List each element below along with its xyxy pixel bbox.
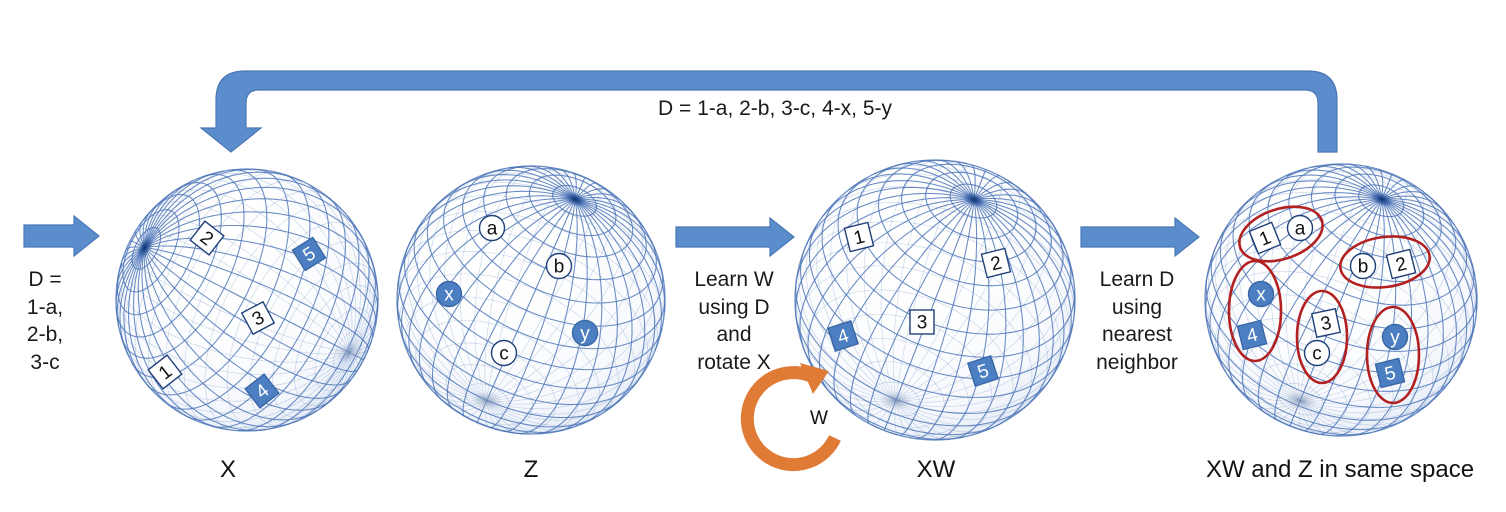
square-marker-5: 5 bbox=[1374, 357, 1406, 389]
rotation-arrow-w: W bbox=[740, 363, 841, 472]
caption-x: X bbox=[219, 456, 236, 483]
square-marker-2: 2 bbox=[1385, 248, 1417, 280]
circle-marker-y: y bbox=[571, 319, 599, 347]
input-label-line: 3-c bbox=[30, 351, 60, 375]
circle-marker-b: b bbox=[1349, 252, 1377, 280]
marker-label: x bbox=[444, 285, 454, 306]
square-marker-2: 2 bbox=[980, 247, 1012, 279]
square-marker-4: 4 bbox=[244, 373, 280, 409]
circle-marker-x: x bbox=[435, 280, 463, 308]
square-marker-5: 5 bbox=[291, 236, 327, 272]
wireframe-sphere bbox=[794, 159, 1076, 441]
input-label: D = 1-a, 2-b, 3-c bbox=[22, 266, 68, 377]
marker-label: 1 bbox=[852, 227, 867, 250]
square-marker-1: 1 bbox=[1248, 221, 1282, 255]
caption-xw: XW bbox=[916, 456, 956, 483]
square-marker-1: 1 bbox=[843, 221, 875, 253]
cluster-ring-1a bbox=[1238, 205, 1324, 263]
step1-label-line: Learn W bbox=[694, 268, 774, 291]
marker-label: 5 bbox=[1383, 363, 1398, 386]
marker-label: c bbox=[499, 344, 509, 365]
step1-arrow bbox=[675, 216, 795, 258]
circle-marker-x: x bbox=[1247, 280, 1275, 308]
step2-label-line: neighbor bbox=[1096, 351, 1178, 375]
step1-label: Learn W using D and rotate X bbox=[682, 266, 786, 377]
marker-label: 3 bbox=[1319, 313, 1334, 336]
square-marker-2: 2 bbox=[189, 220, 225, 256]
circle-marker-y: y bbox=[1381, 323, 1409, 351]
input-label-line: 1-a, bbox=[26, 295, 64, 319]
wireframe-sphere bbox=[115, 168, 379, 432]
input-label-line: D = bbox=[28, 268, 62, 291]
circle-marker-a: a bbox=[1286, 214, 1314, 242]
circle-marker-c: c bbox=[490, 339, 518, 367]
marker-label: 3 bbox=[917, 313, 928, 334]
step1-label-line: rotate X bbox=[697, 351, 771, 375]
step2-label-line: Learn D bbox=[1099, 268, 1175, 291]
marker-label: y bbox=[1390, 328, 1400, 349]
step1-label-line: using D bbox=[698, 295, 770, 319]
marker-label: a bbox=[1295, 219, 1306, 240]
square-marker-3: 3 bbox=[240, 300, 276, 336]
cluster-ring-y5 bbox=[1365, 305, 1421, 405]
marker-label: 2 bbox=[989, 253, 1004, 276]
square-marker-4: 4 bbox=[1236, 319, 1268, 351]
circle-marker-a: a bbox=[478, 214, 506, 242]
caption-z: Z bbox=[523, 456, 539, 483]
step1-label-line: and bbox=[716, 323, 752, 347]
feedback-loop-arrow bbox=[199, 70, 1338, 153]
marker-label: a bbox=[487, 219, 498, 240]
square-marker-3: 3 bbox=[1310, 307, 1342, 339]
square-marker-4: 4 bbox=[826, 319, 860, 353]
rotation-label: W bbox=[810, 408, 828, 429]
square-marker-3: 3 bbox=[909, 309, 935, 335]
step2-label: Learn D using nearest neighbor bbox=[1085, 266, 1189, 377]
square-marker-1: 1 bbox=[147, 354, 183, 390]
wireframe-sphere bbox=[1204, 163, 1478, 437]
feedback-loop-label: D = 1-a, 2-b, 3-c, 4-x, 5-y bbox=[658, 97, 892, 120]
marker-label: x bbox=[1256, 285, 1266, 306]
cluster-rings bbox=[1227, 205, 1431, 405]
cluster-ring-x4 bbox=[1227, 259, 1283, 363]
input-label-line: 2-b, bbox=[26, 323, 64, 347]
input-arrow bbox=[23, 214, 100, 258]
circle-marker-b: b bbox=[545, 252, 573, 280]
marker-label: b bbox=[1358, 257, 1369, 278]
circle-marker-c: c bbox=[1303, 339, 1331, 367]
wireframe-sphere bbox=[396, 165, 666, 435]
marker-label: b bbox=[554, 257, 565, 278]
step2-label-line: nearest bbox=[1101, 323, 1173, 347]
square-marker-5: 5 bbox=[966, 354, 1000, 388]
marker-label: c bbox=[1312, 344, 1322, 365]
marker-label: y bbox=[580, 324, 590, 345]
step2-arrow bbox=[1080, 216, 1200, 258]
marker-label: 2 bbox=[1394, 254, 1409, 277]
cluster-ring-3c bbox=[1295, 289, 1349, 385]
cluster-ring-b2 bbox=[1339, 235, 1431, 289]
step2-label-line: using bbox=[1111, 295, 1163, 319]
caption-xw-and-z: XW and Z in same space bbox=[1205, 456, 1475, 483]
